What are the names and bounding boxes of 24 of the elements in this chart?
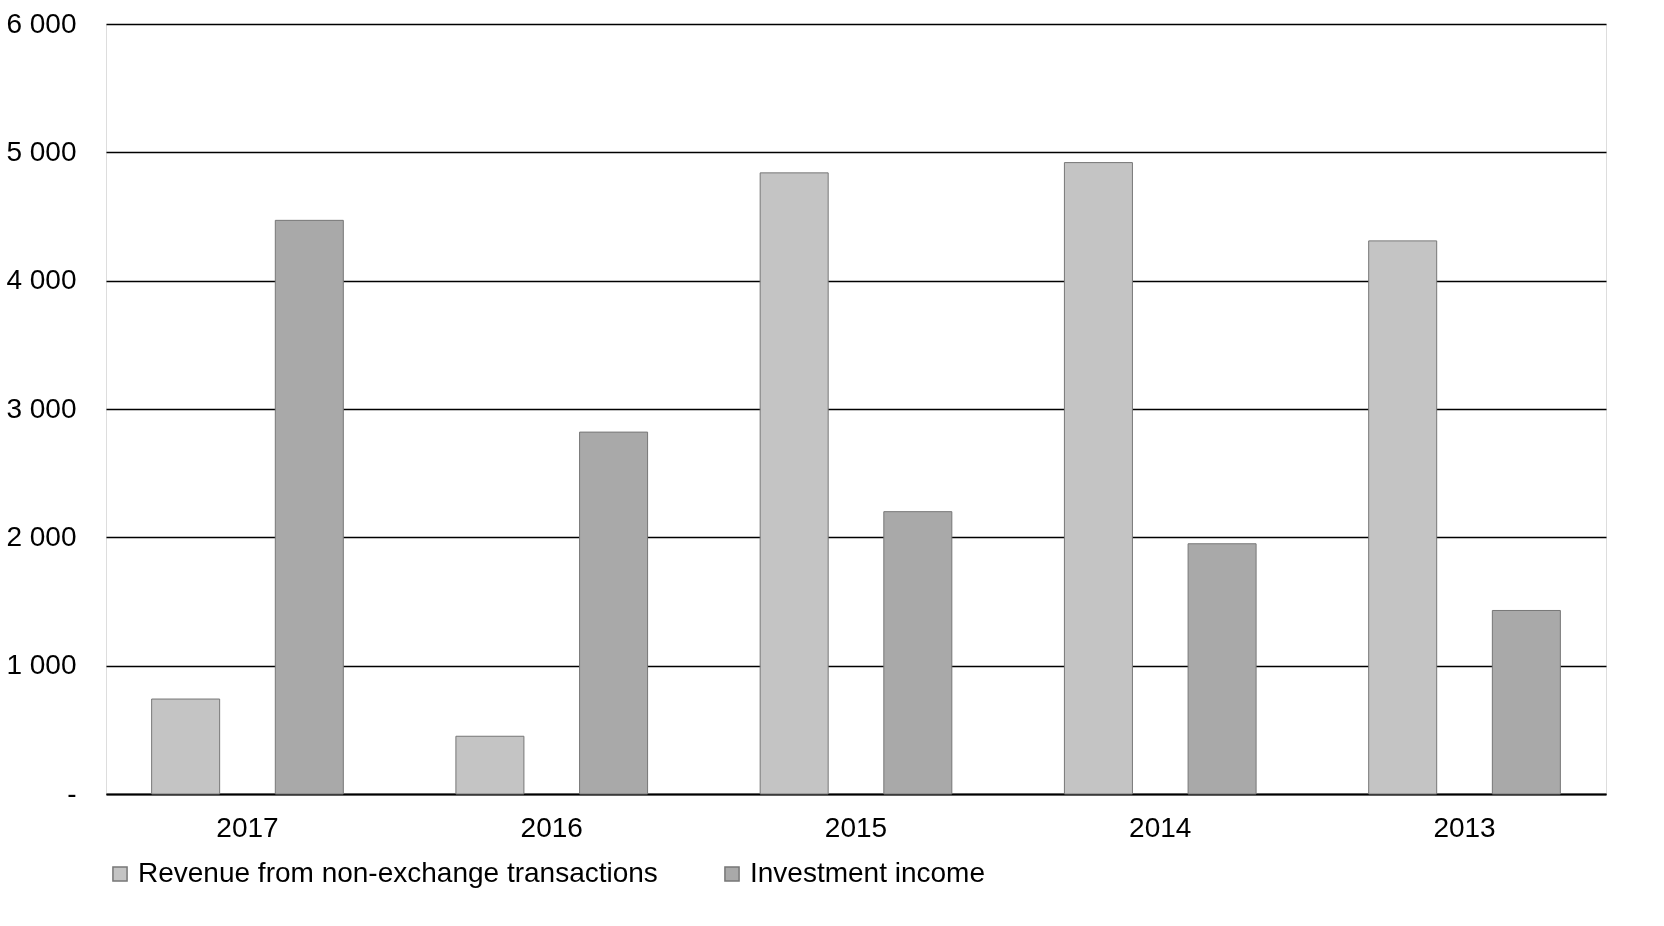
x-tick-label: 2016 [520,811,583,843]
bar [274,219,344,795]
bar [1187,543,1257,795]
bar [883,511,953,795]
y-tick-label: 6 000 [6,7,77,39]
bar [579,431,649,795]
bar [1368,240,1438,795]
y-tick-label: 1 000 [6,649,77,681]
legend-label: Revenue from non-exchange transactions [138,857,658,888]
y-tick-label: - [67,777,77,809]
x-tick-label: 2015 [824,811,888,843]
y-tick-label: 3 000 [6,392,77,424]
y-tick-label: 2 000 [6,520,77,552]
y-tick-label: 5 000 [6,135,77,167]
bar [151,698,221,795]
bar [455,735,525,795]
bar [1491,609,1561,795]
x-tick-label: 2014 [1129,811,1192,843]
bar [1063,162,1133,795]
x-tick-label: 2013 [1433,811,1496,843]
x-tick-label: 2017 [216,811,279,843]
legend-label: Investment income [750,857,985,888]
y-tick-label: 4 000 [6,264,77,296]
bar [759,172,829,795]
